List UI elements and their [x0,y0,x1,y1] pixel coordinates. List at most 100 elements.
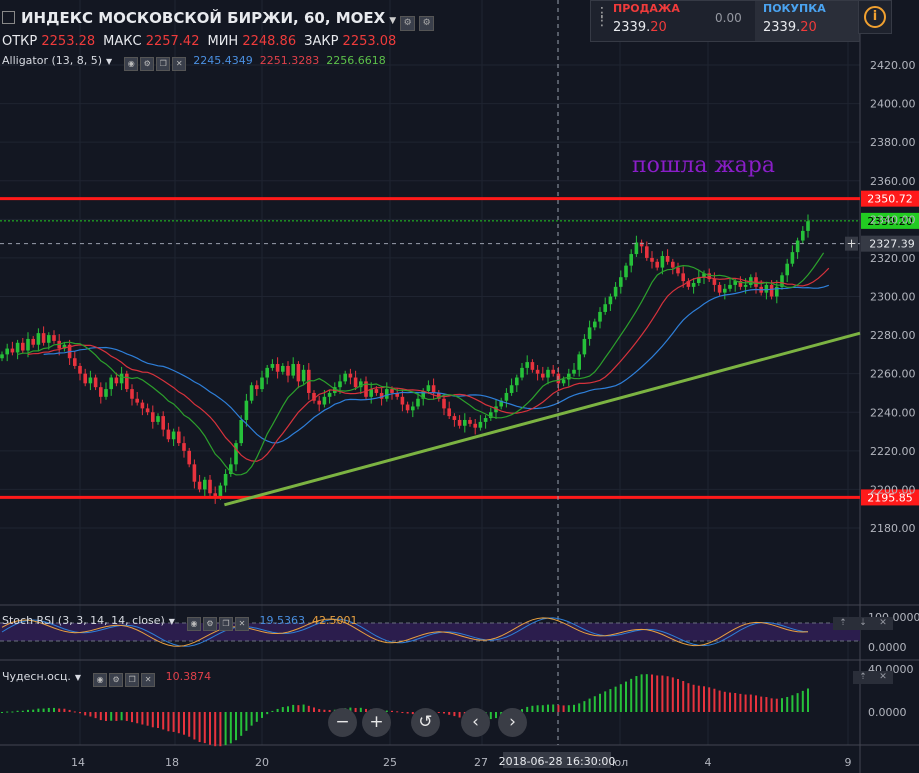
candle-body [31,338,35,345]
settings-icon[interactable]: ⚙ [400,16,416,31]
buy-button[interactable]: ПОКУПКА 2339.20 [755,1,859,41]
candle-up [785,258,789,283]
close-label: ЗАКР [304,34,339,49]
candle-up [411,401,415,418]
candle-body [764,284,769,293]
spread-value: 0.00 [715,11,742,25]
candle-body [478,421,483,428]
gear-icon[interactable]: ⚙ [140,57,155,71]
candle-down [650,251,654,269]
ao-label[interactable]: Чудесн.осц. [2,670,71,683]
alligator-label[interactable]: Alligator (13, 8, 5) [2,54,103,67]
price-tick-label: 2260.00 [870,368,916,381]
pane-up-icon[interactable]: ⇡ [853,671,873,684]
close-icon[interactable]: ✕ [172,57,187,71]
drag-handle-icon[interactable]: ⋮ ⋮ [595,5,609,29]
sell-price[interactable]: 2339.20 [613,20,667,35]
candle-down [41,326,46,346]
ao-bar [599,693,601,712]
close-icon[interactable]: ✕ [141,673,156,687]
candle-up [728,278,732,292]
ao-bar [401,712,404,713]
candle-body [244,400,249,420]
collapse-icon[interactable] [2,11,15,24]
info-button[interactable]: i [858,0,892,34]
gear-icon[interactable]: ⚙ [202,617,217,631]
stoch-k-line [1,617,809,647]
candle-down [192,459,197,489]
ao-bar [682,681,685,712]
candle-up [47,332,51,350]
ao-bar [167,712,170,732]
ao-bar [53,707,55,712]
ao-bar [692,684,695,712]
price-label-bg [861,190,919,207]
pane-up-icon[interactable]: ⇡ [833,617,853,630]
candle-down [364,376,368,400]
pane-down-icon[interactable]: ⇣ [853,617,873,630]
candle-down [665,249,670,265]
ao-bar [58,708,61,712]
candle-up [229,457,233,477]
candle-body [629,254,633,266]
candle-body [208,479,212,494]
ao-bar [526,706,529,712]
candle-up [691,278,696,294]
reset-button[interactable]: ↺ [411,708,440,737]
copy-icon[interactable]: ❐ [156,57,171,71]
ao-bar [6,711,9,713]
sell-label[interactable]: ПРОДАЖА [613,2,680,15]
scroll-left-button[interactable]: ‹ [461,708,490,737]
chevron-down-icon[interactable]: ▼ [389,16,397,26]
candle-down [317,395,321,412]
ao-bar [21,710,24,712]
copy-icon[interactable]: ❐ [218,617,233,631]
chevron-down-icon[interactable]: ▼ [74,673,82,682]
candle-body [577,354,581,370]
eye-icon[interactable]: ◉ [124,57,139,71]
ao-bar [677,679,679,712]
candle-up [483,415,488,429]
candle-up [385,382,389,402]
gear-icon[interactable]: ⚙ [109,673,124,687]
candle-body [463,419,467,426]
zoom-in-button[interactable]: + [362,708,391,737]
candle-down [639,239,644,254]
stoch-d-value: 42.5001 [311,614,358,627]
stoch-legend[interactable]: Stoch RSI (3, 3, 14, 14, close) ▼ ◉ ⚙ ❐ ✕ 19.… [2,614,357,631]
eye-icon[interactable]: ◉ [186,617,201,631]
chevron-down-icon[interactable]: ▼ [168,617,175,626]
scroll-right-button[interactable]: › [498,708,527,737]
ao-legend[interactable]: Чудесн.осц. ▼ ◉ ⚙ ❐ ✕ 10.3874 [2,670,211,687]
copy-icon[interactable]: ❐ [125,673,140,687]
price-axis-bg [860,0,919,773]
ao-bar [807,688,809,712]
candle-body [598,311,602,322]
candle-up [36,328,41,352]
candle-body [707,273,711,280]
pane-close-icon[interactable]: ✕ [873,617,893,630]
crosshair-time-bg [503,752,611,768]
gear-icon[interactable]: ⚙ [419,16,435,31]
annotation-text[interactable]: пошла жара [632,153,775,178]
eye-icon[interactable]: ◉ [93,673,108,687]
ao-bar [489,712,492,720]
stoch-label[interactable]: Stoch RSI (3, 3, 14, 14, close) [2,614,165,627]
ao-bar [1,712,3,713]
chart-header[interactable]: ИНДЕКС МОСКОВСКОЙ БИРЖИ, 60, MOEX ▼ ⚙ ⚙ [2,9,435,31]
ao-bar [645,674,648,712]
candle-body [483,418,488,422]
teeth-line [27,267,830,462]
candle-body [62,344,67,349]
close-icon[interactable]: ✕ [234,617,249,631]
zoom-out-button[interactable]: − [328,708,357,737]
chevron-down-icon[interactable]: ▼ [106,57,113,66]
symbol-title[interactable]: ИНДЕКС МОСКОВСКОЙ БИРЖИ, 60, MOEX [21,9,386,27]
alligator-legend[interactable]: Alligator (13, 8, 5) ▼ ◉ ⚙ ❐ ✕ 2245.4349 2251… [2,54,386,71]
ao-bar [240,712,243,736]
candle-body [717,284,722,293]
candle-up [598,307,602,329]
ao-bar [42,708,45,712]
pane-close-icon[interactable]: ✕ [873,671,893,684]
